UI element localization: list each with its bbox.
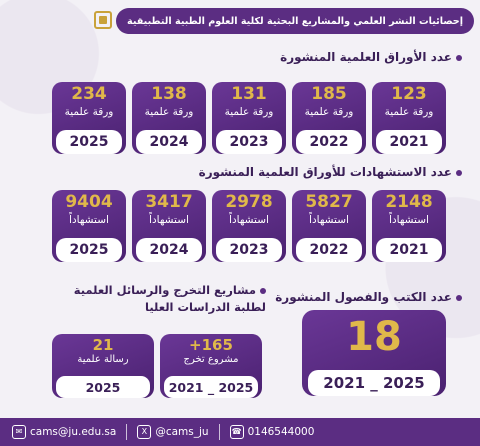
papers-unit-label: ورقة علمية [64, 106, 114, 118]
email-text: cams@ju.edu.sa [30, 426, 117, 438]
footer-phone[interactable]: ☎ 0146544000 [229, 425, 315, 439]
books-year-range: 2021 _ 2025 [308, 370, 440, 396]
citations-card-2023: 2978 استشهاداً 2023 [212, 190, 286, 262]
papers-year: 2025 [56, 130, 122, 154]
papers-heading-text: عدد الأوراق العلمية المنشورة [280, 50, 452, 64]
footer-contact-bar: ✉ cams@ju.edu.sa X @cams_ju ☎ 0146544000 [0, 418, 480, 446]
citations-unit-label: استشهاداً [389, 214, 429, 226]
citations-year: 2021 [376, 238, 442, 262]
citations-unit-label: استشهاداً [69, 214, 109, 226]
theses-value: 21 [92, 336, 114, 354]
projects-year-range: 2021 _ 2025 [164, 376, 258, 398]
footer-divider [218, 424, 220, 440]
books-section-heading: عدد الكتب والفصول المنشورة [275, 290, 462, 304]
citations-value: 2148 [385, 192, 433, 212]
x-handle-text: @cams_ju [155, 426, 209, 438]
graduation-section-heading: مشاريع التخرج والرسائل العلمية لطلبة الد… [74, 282, 266, 315]
graduation-heading-line2: لطلبة الدراسات العليا [145, 299, 266, 314]
citations-card-2024: 3417 استشهاداً 2024 [132, 190, 206, 262]
projects-label: مشروع تخرج [183, 354, 239, 365]
citations-value: 3417 [145, 192, 193, 212]
bullet-dot-icon [456, 169, 462, 176]
graduation-heading-line1: مشاريع التخرج والرسائل العلمية [73, 283, 256, 297]
citations-year: 2024 [136, 238, 202, 262]
theses-card: 21 رسالة علمية 2025 [52, 334, 154, 398]
citations-card-2021: 2148 استشهاداً 2021 [372, 190, 446, 262]
phone-text: 0146544000 [247, 426, 315, 438]
bullet-dot-icon [456, 54, 462, 61]
footer-x-handle[interactable]: X @cams_ju [137, 425, 209, 439]
citations-unit-label: استشهاداً [229, 214, 269, 226]
papers-unit-label: ورقة علمية [144, 106, 194, 118]
citations-value: 9404 [65, 192, 113, 212]
projects-value: +165 [189, 336, 233, 354]
theses-year: 2025 [56, 376, 150, 398]
college-logo-icon [94, 11, 112, 29]
books-card: 18 2021 _ 2025 [302, 310, 446, 396]
papers-year: 2021 [376, 130, 442, 154]
papers-card-2024: 138 ورقة علمية 2024 [132, 82, 206, 154]
papers-unit-label: ورقة علمية [224, 106, 274, 118]
phone-icon: ☎ [229, 425, 244, 439]
papers-unit-label: ورقة علمية [384, 106, 434, 118]
papers-value: 131 [231, 84, 267, 104]
citations-heading-text: عدد الاستشهادات للأوراق العلمية المنشورة [198, 165, 452, 179]
footer-email[interactable]: ✉ cams@ju.edu.sa [12, 425, 116, 439]
theses-label: رسالة علمية [77, 354, 129, 365]
citations-section-heading: عدد الاستشهادات للأوراق العلمية المنشورة [199, 165, 462, 179]
graduation-projects-card: +165 مشروع تخرج 2021 _ 2025 [160, 334, 262, 398]
papers-unit-label: ورقة علمية [304, 106, 354, 118]
citations-year: 2023 [216, 238, 282, 262]
papers-card-2023: 131 ورقة علمية 2023 [212, 82, 286, 154]
papers-value: 123 [391, 84, 427, 104]
email-icon: ✉ [12, 425, 26, 439]
books-heading-text: عدد الكتب والفصول المنشورة [275, 290, 452, 304]
papers-card-2021: 123 ورقة علمية 2021 [372, 82, 446, 154]
page-title: إحصائيات النشر العلمي والمشاريع البحثية … [116, 8, 474, 34]
bullet-dot-icon [260, 287, 266, 294]
papers-year: 2023 [216, 130, 282, 154]
citations-card-2025: 9404 استشهاداً 2025 [52, 190, 126, 262]
books-value: 18 [346, 314, 402, 360]
citations-value: 2978 [225, 192, 273, 212]
citations-year: 2025 [56, 238, 122, 262]
citations-card-2022: 5827 استشهاداً 2022 [292, 190, 366, 262]
x-logo-icon: X [137, 425, 152, 439]
papers-value: 185 [311, 84, 347, 104]
papers-value: 234 [71, 84, 107, 104]
citations-unit-label: استشهاداً [309, 214, 349, 226]
citations-year: 2022 [296, 238, 362, 262]
papers-year: 2022 [296, 130, 362, 154]
citations-unit-label: استشهاداً [149, 214, 189, 226]
papers-section-heading: عدد الأوراق العلمية المنشورة [280, 50, 462, 64]
papers-card-2022: 185 ورقة علمية 2022 [292, 82, 366, 154]
papers-card-2025: 234 ورقة علمية 2025 [52, 82, 126, 154]
papers-value: 138 [151, 84, 187, 104]
citations-value: 5827 [305, 192, 353, 212]
footer-divider [126, 424, 128, 440]
papers-year: 2024 [136, 130, 202, 154]
bullet-dot-icon [456, 294, 462, 301]
